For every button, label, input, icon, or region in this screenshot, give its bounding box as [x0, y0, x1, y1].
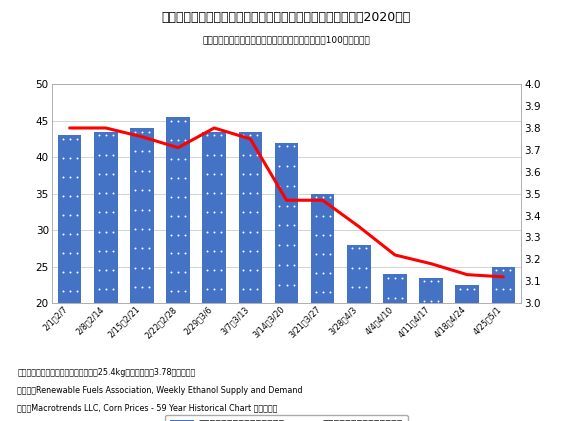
Bar — [456, 285, 479, 421]
Bar — [347, 245, 371, 421]
Bar — [166, 117, 190, 421]
Text: （注）トウモロコシの１ブッシェルは25.4kg、１ガロンは3.78リットル。: （注）トウモロコシの１ブッシェルは25.4kg、１ガロンは3.78リットル。 — [17, 368, 195, 377]
Bar — [130, 128, 154, 421]
Bar — [238, 132, 262, 421]
Bar — [275, 143, 298, 421]
Text: およびMacrotrends LLC, Corn Prices - 59 Year Historical Chart より作成。: およびMacrotrends LLC, Corn Prices - 59 Yea… — [17, 403, 277, 412]
Bar — [94, 132, 117, 421]
Bar — [419, 277, 443, 421]
Bar — [58, 135, 81, 421]
Text: （資料）Renewable Fuels Association, Weekly Ethanol Supply and Demand: （資料）Renewable Fuels Association, Weekly … — [17, 386, 303, 395]
Legend: エタノール生産日量（期間平均）, トウモロコシ価格（期間平均）: エタノール生産日量（期間平均）, トウモロコシ価格（期間平均） — [166, 415, 407, 421]
Text: （図）米国のトウモロコシ価格とエタノール生産量の推移（2020年）: （図）米国のトウモロコシ価格とエタノール生産量の推移（2020年） — [162, 11, 411, 24]
Bar — [492, 266, 515, 421]
Bar — [383, 274, 407, 421]
Bar — [311, 194, 335, 421]
Text: （単位：右目盛りブッシェル当たりドル、左目盛り100万ガロン）: （単位：右目盛りブッシェル当たりドル、左目盛り100万ガロン） — [203, 36, 370, 45]
Bar — [202, 132, 226, 421]
